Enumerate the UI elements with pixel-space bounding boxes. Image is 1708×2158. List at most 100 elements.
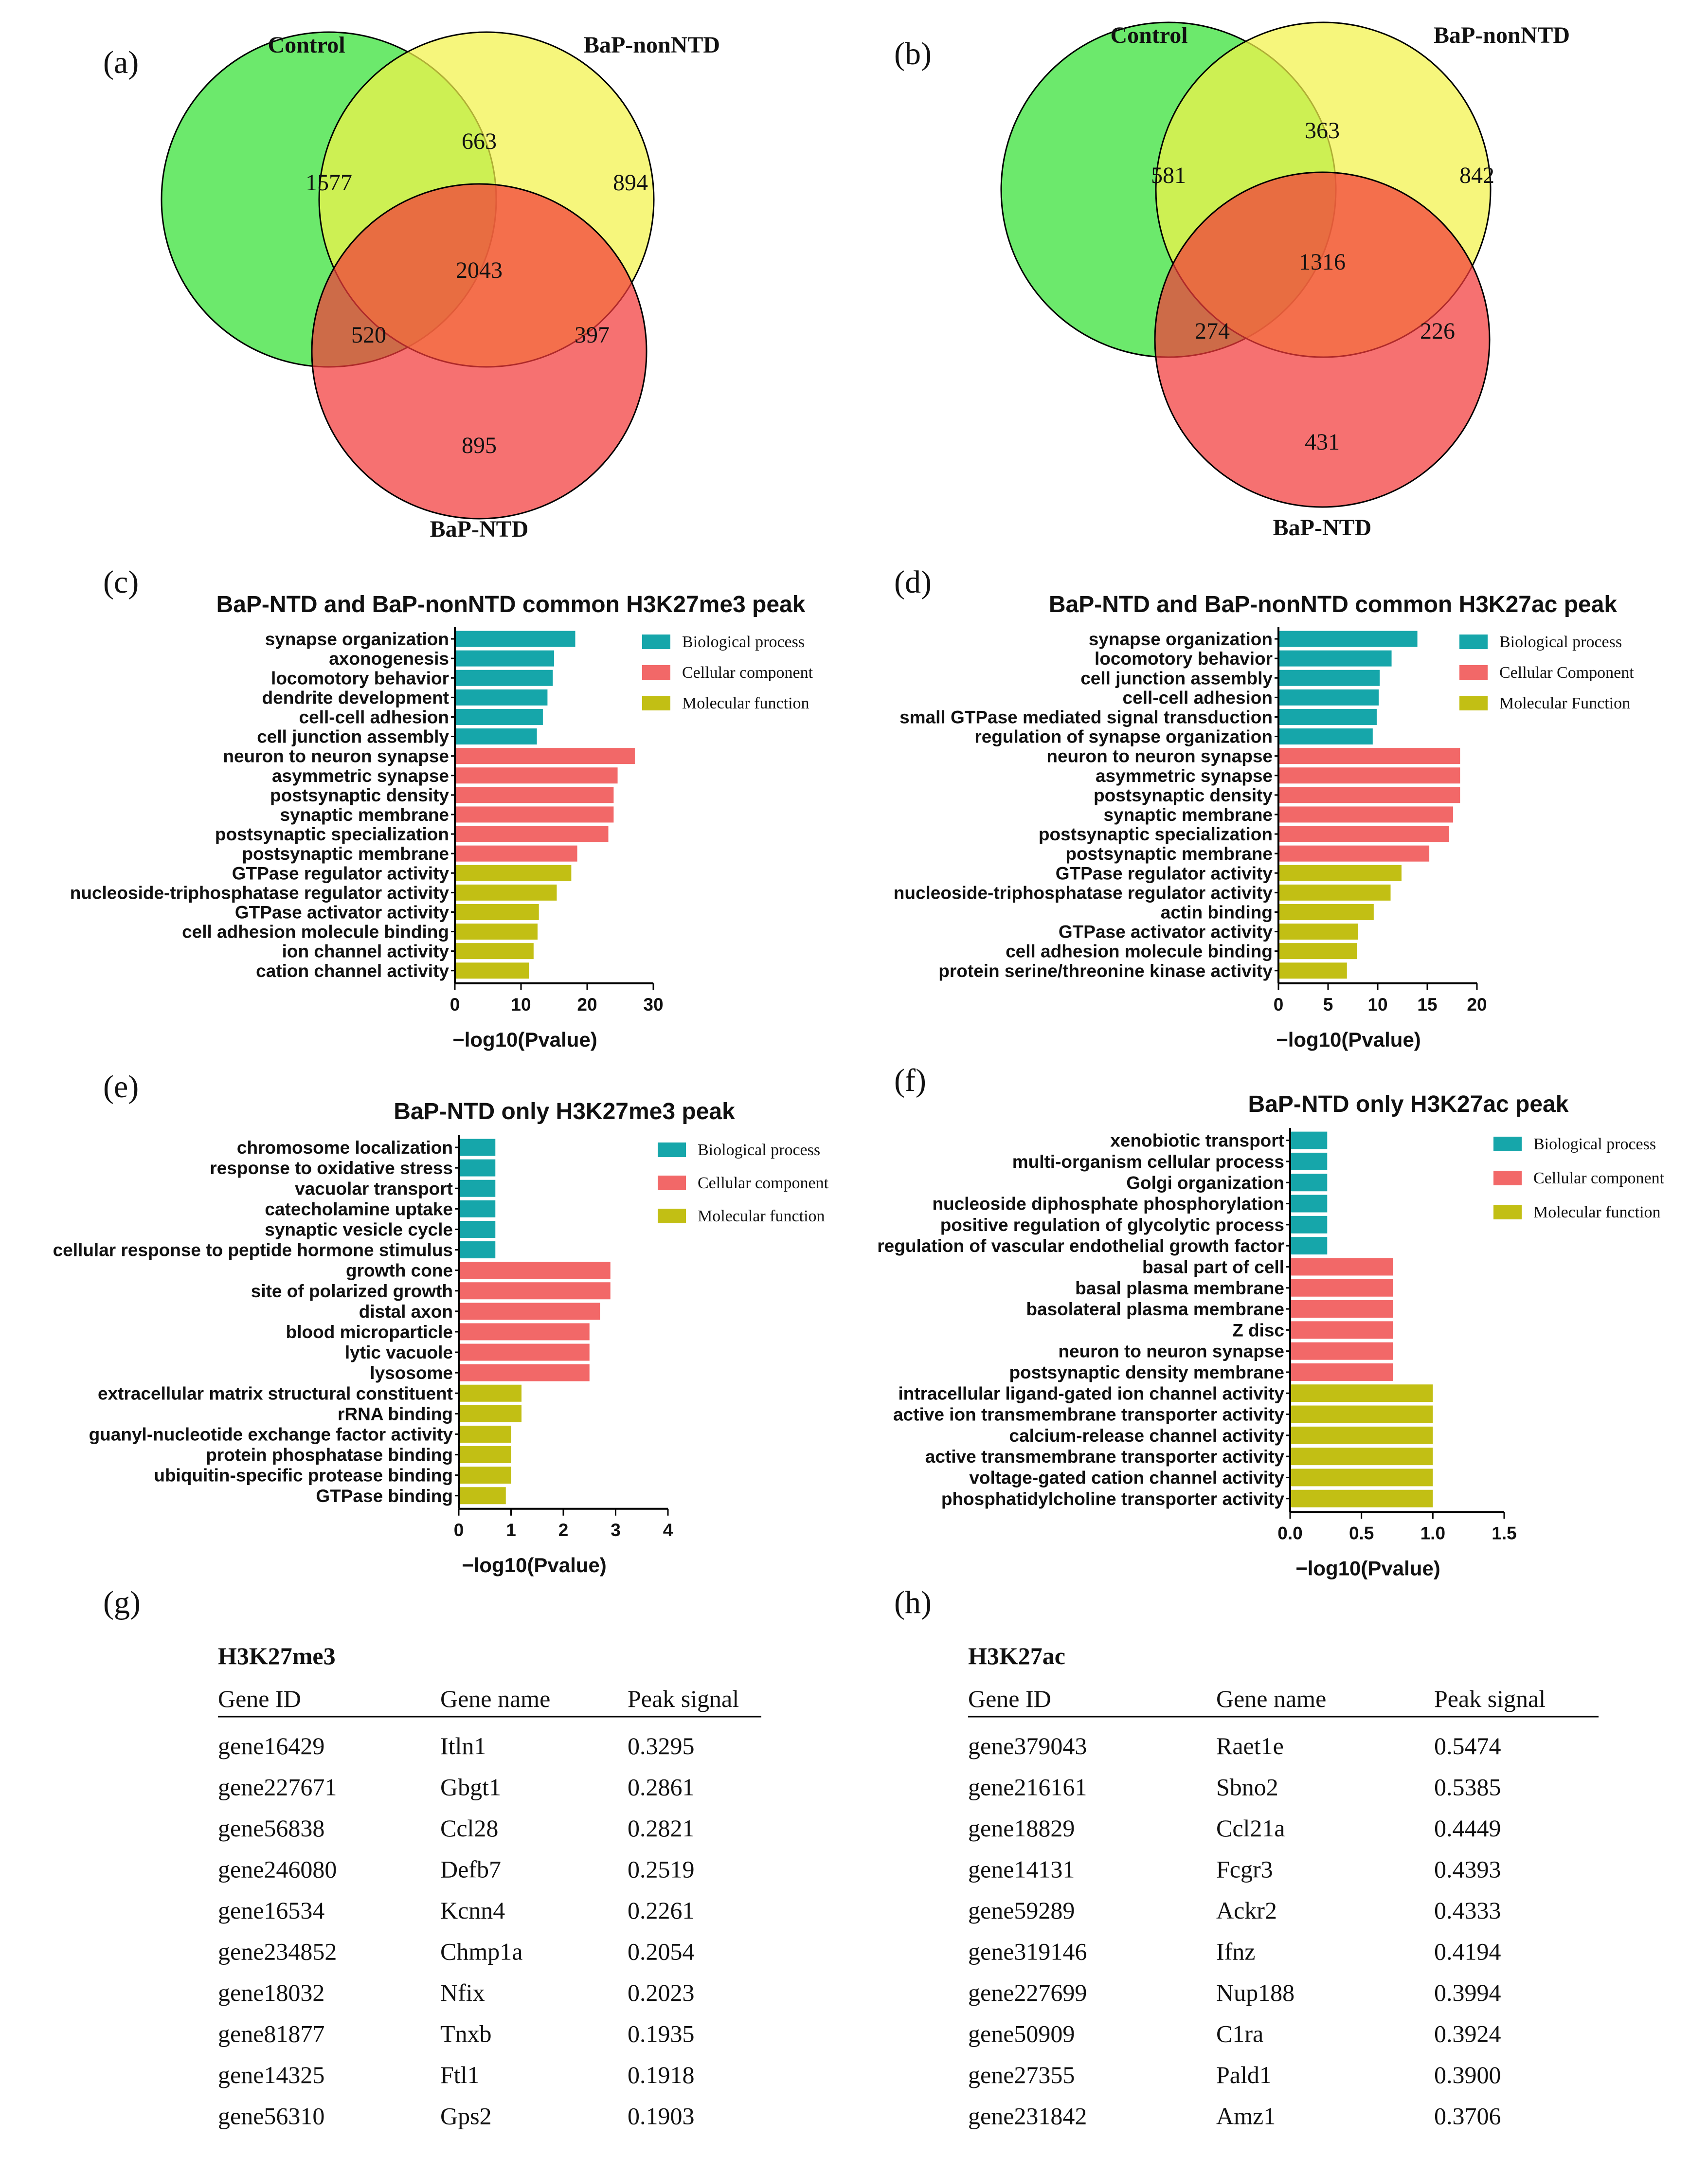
panel-tag: (g) xyxy=(103,1585,141,1620)
category-label: neuron to neuron synapse xyxy=(223,746,449,766)
bar xyxy=(455,845,577,862)
x-axis-label: −log10(Pvalue) xyxy=(1295,1557,1440,1579)
region-count: 894 xyxy=(613,170,648,196)
table-cell: 0.2261 xyxy=(628,1897,695,1924)
bar xyxy=(455,962,529,979)
legend-label: Cellular component xyxy=(698,1174,829,1192)
bar xyxy=(455,806,614,823)
bar-chart-c: (c) BaP-NTD and BaP-nonNTD common H3K27me… xyxy=(70,564,813,1051)
category-label: distal axon xyxy=(359,1302,453,1322)
region-count: 431 xyxy=(1305,429,1340,455)
x-tick-label: 5 xyxy=(1323,995,1333,1015)
category-label: cellular response to peptide hormone sti… xyxy=(53,1240,453,1260)
bar xyxy=(1290,1342,1393,1360)
bar xyxy=(1290,1279,1393,1297)
bar xyxy=(455,826,609,842)
x-tick-label: 0.0 xyxy=(1277,1523,1302,1543)
bar xyxy=(459,1384,521,1402)
table-cell: 0.2023 xyxy=(628,1979,695,2006)
bar-chart-f: (f) BaP-NTD only H3K27ac peak xenobiotic t… xyxy=(877,1063,1664,1579)
legend-swatch xyxy=(1459,635,1488,649)
table-cell: gene216161 xyxy=(968,1774,1087,1801)
bar xyxy=(1290,1405,1433,1423)
category-label: dendrite development xyxy=(262,688,449,707)
panel-tag: (a) xyxy=(103,45,139,80)
region-count: 520 xyxy=(351,322,386,348)
bar xyxy=(1290,1384,1433,1402)
table-cell: gene16429 xyxy=(218,1732,324,1759)
table-cell: 0.2861 xyxy=(628,1774,695,1801)
table-cell: 0.1903 xyxy=(628,2103,695,2130)
bar xyxy=(1290,1215,1328,1233)
category-label: small GTPase mediated signal transductio… xyxy=(899,707,1273,727)
region-count: 842 xyxy=(1459,163,1494,188)
set-label: Control xyxy=(1110,22,1187,48)
table-cell: 0.1935 xyxy=(628,2020,695,2048)
region-count: 1577 xyxy=(306,170,352,196)
category-label: nucleoside diphosphate phosphorylation xyxy=(932,1194,1284,1214)
bar xyxy=(455,924,538,940)
bar xyxy=(455,670,553,686)
x-tick-label: 10 xyxy=(1367,995,1387,1015)
table-cell: 0.4194 xyxy=(1434,1938,1501,1965)
table-cell: Kcnn4 xyxy=(440,1897,505,1924)
table-cell: gene59289 xyxy=(968,1897,1075,1924)
category-label: actin binding xyxy=(1161,902,1273,922)
category-label: neuron to neuron synapse xyxy=(1058,1342,1284,1361)
category-label: regulation of synapse organization xyxy=(974,727,1273,747)
region-count: 2043 xyxy=(456,257,503,283)
category-label: positive regulation of glycolytic proces… xyxy=(940,1215,1284,1235)
bar xyxy=(455,943,534,960)
category-label: synaptic membrane xyxy=(1103,805,1273,825)
bar xyxy=(459,1405,521,1422)
category-label: lytic vacuole xyxy=(345,1342,453,1362)
panel-tag: (d) xyxy=(894,564,932,600)
legend-swatch xyxy=(642,665,670,680)
category-label: Z disc xyxy=(1232,1320,1284,1340)
bar xyxy=(1290,1426,1433,1444)
bar xyxy=(1278,631,1418,647)
bar xyxy=(1290,1300,1393,1318)
table-cell: Nfix xyxy=(440,1979,485,2006)
legend-label: Molecular function xyxy=(682,694,809,712)
panel-tag: (b) xyxy=(894,36,932,72)
category-label: cation channel activity xyxy=(256,961,449,981)
bar xyxy=(459,1323,590,1341)
panel-tag: (e) xyxy=(103,1069,139,1105)
category-label: multi-organism cellular process xyxy=(1012,1152,1284,1172)
panel-tag: (h) xyxy=(894,1585,932,1620)
bar xyxy=(455,650,554,667)
category-label: GTPase regulator activity xyxy=(1056,863,1273,883)
category-label: rRNA binding xyxy=(338,1404,453,1424)
category-label: postsynaptic membrane xyxy=(242,844,449,864)
category-label: postsynaptic density xyxy=(270,785,449,805)
x-tick-label: 4 xyxy=(663,1520,673,1540)
table-cell: Ccl21a xyxy=(1216,1814,1285,1842)
x-tick-label: 1.0 xyxy=(1420,1523,1445,1543)
legend-swatch xyxy=(1493,1171,1522,1185)
table-cell: gene14131 xyxy=(968,1856,1075,1883)
bar xyxy=(459,1262,611,1279)
legend-label: Biological process xyxy=(1533,1135,1656,1153)
region-count: 226 xyxy=(1420,318,1455,344)
table-cell: Ifnz xyxy=(1216,1938,1256,1965)
table-cell: Defb7 xyxy=(440,1856,501,1883)
category-label: ubiquitin-specific protease binding xyxy=(154,1466,453,1486)
category-label: postsynaptic specialization xyxy=(1039,824,1273,844)
x-tick-label: 1.5 xyxy=(1492,1523,1516,1543)
bar xyxy=(1278,924,1358,940)
table-cell: 0.2519 xyxy=(628,1856,695,1883)
table-cell: gene234852 xyxy=(218,1938,337,1965)
table-cell: gene56310 xyxy=(218,2103,324,2130)
chart-title: BaP-NTD and BaP-nonNTD common H3K27ac pe… xyxy=(1049,592,1618,617)
table-cell: gene246080 xyxy=(218,1856,337,1883)
table-cell: 0.2821 xyxy=(628,1814,695,1842)
table-cell: gene18829 xyxy=(968,1814,1075,1842)
x-tick-label: 3 xyxy=(611,1520,621,1540)
bar xyxy=(459,1446,511,1464)
category-label: active transmembrane transporter activit… xyxy=(925,1447,1285,1467)
bar xyxy=(459,1467,511,1484)
table-cell: 0.4333 xyxy=(1434,1897,1501,1924)
table-cell: Tnxb xyxy=(440,2020,492,2048)
